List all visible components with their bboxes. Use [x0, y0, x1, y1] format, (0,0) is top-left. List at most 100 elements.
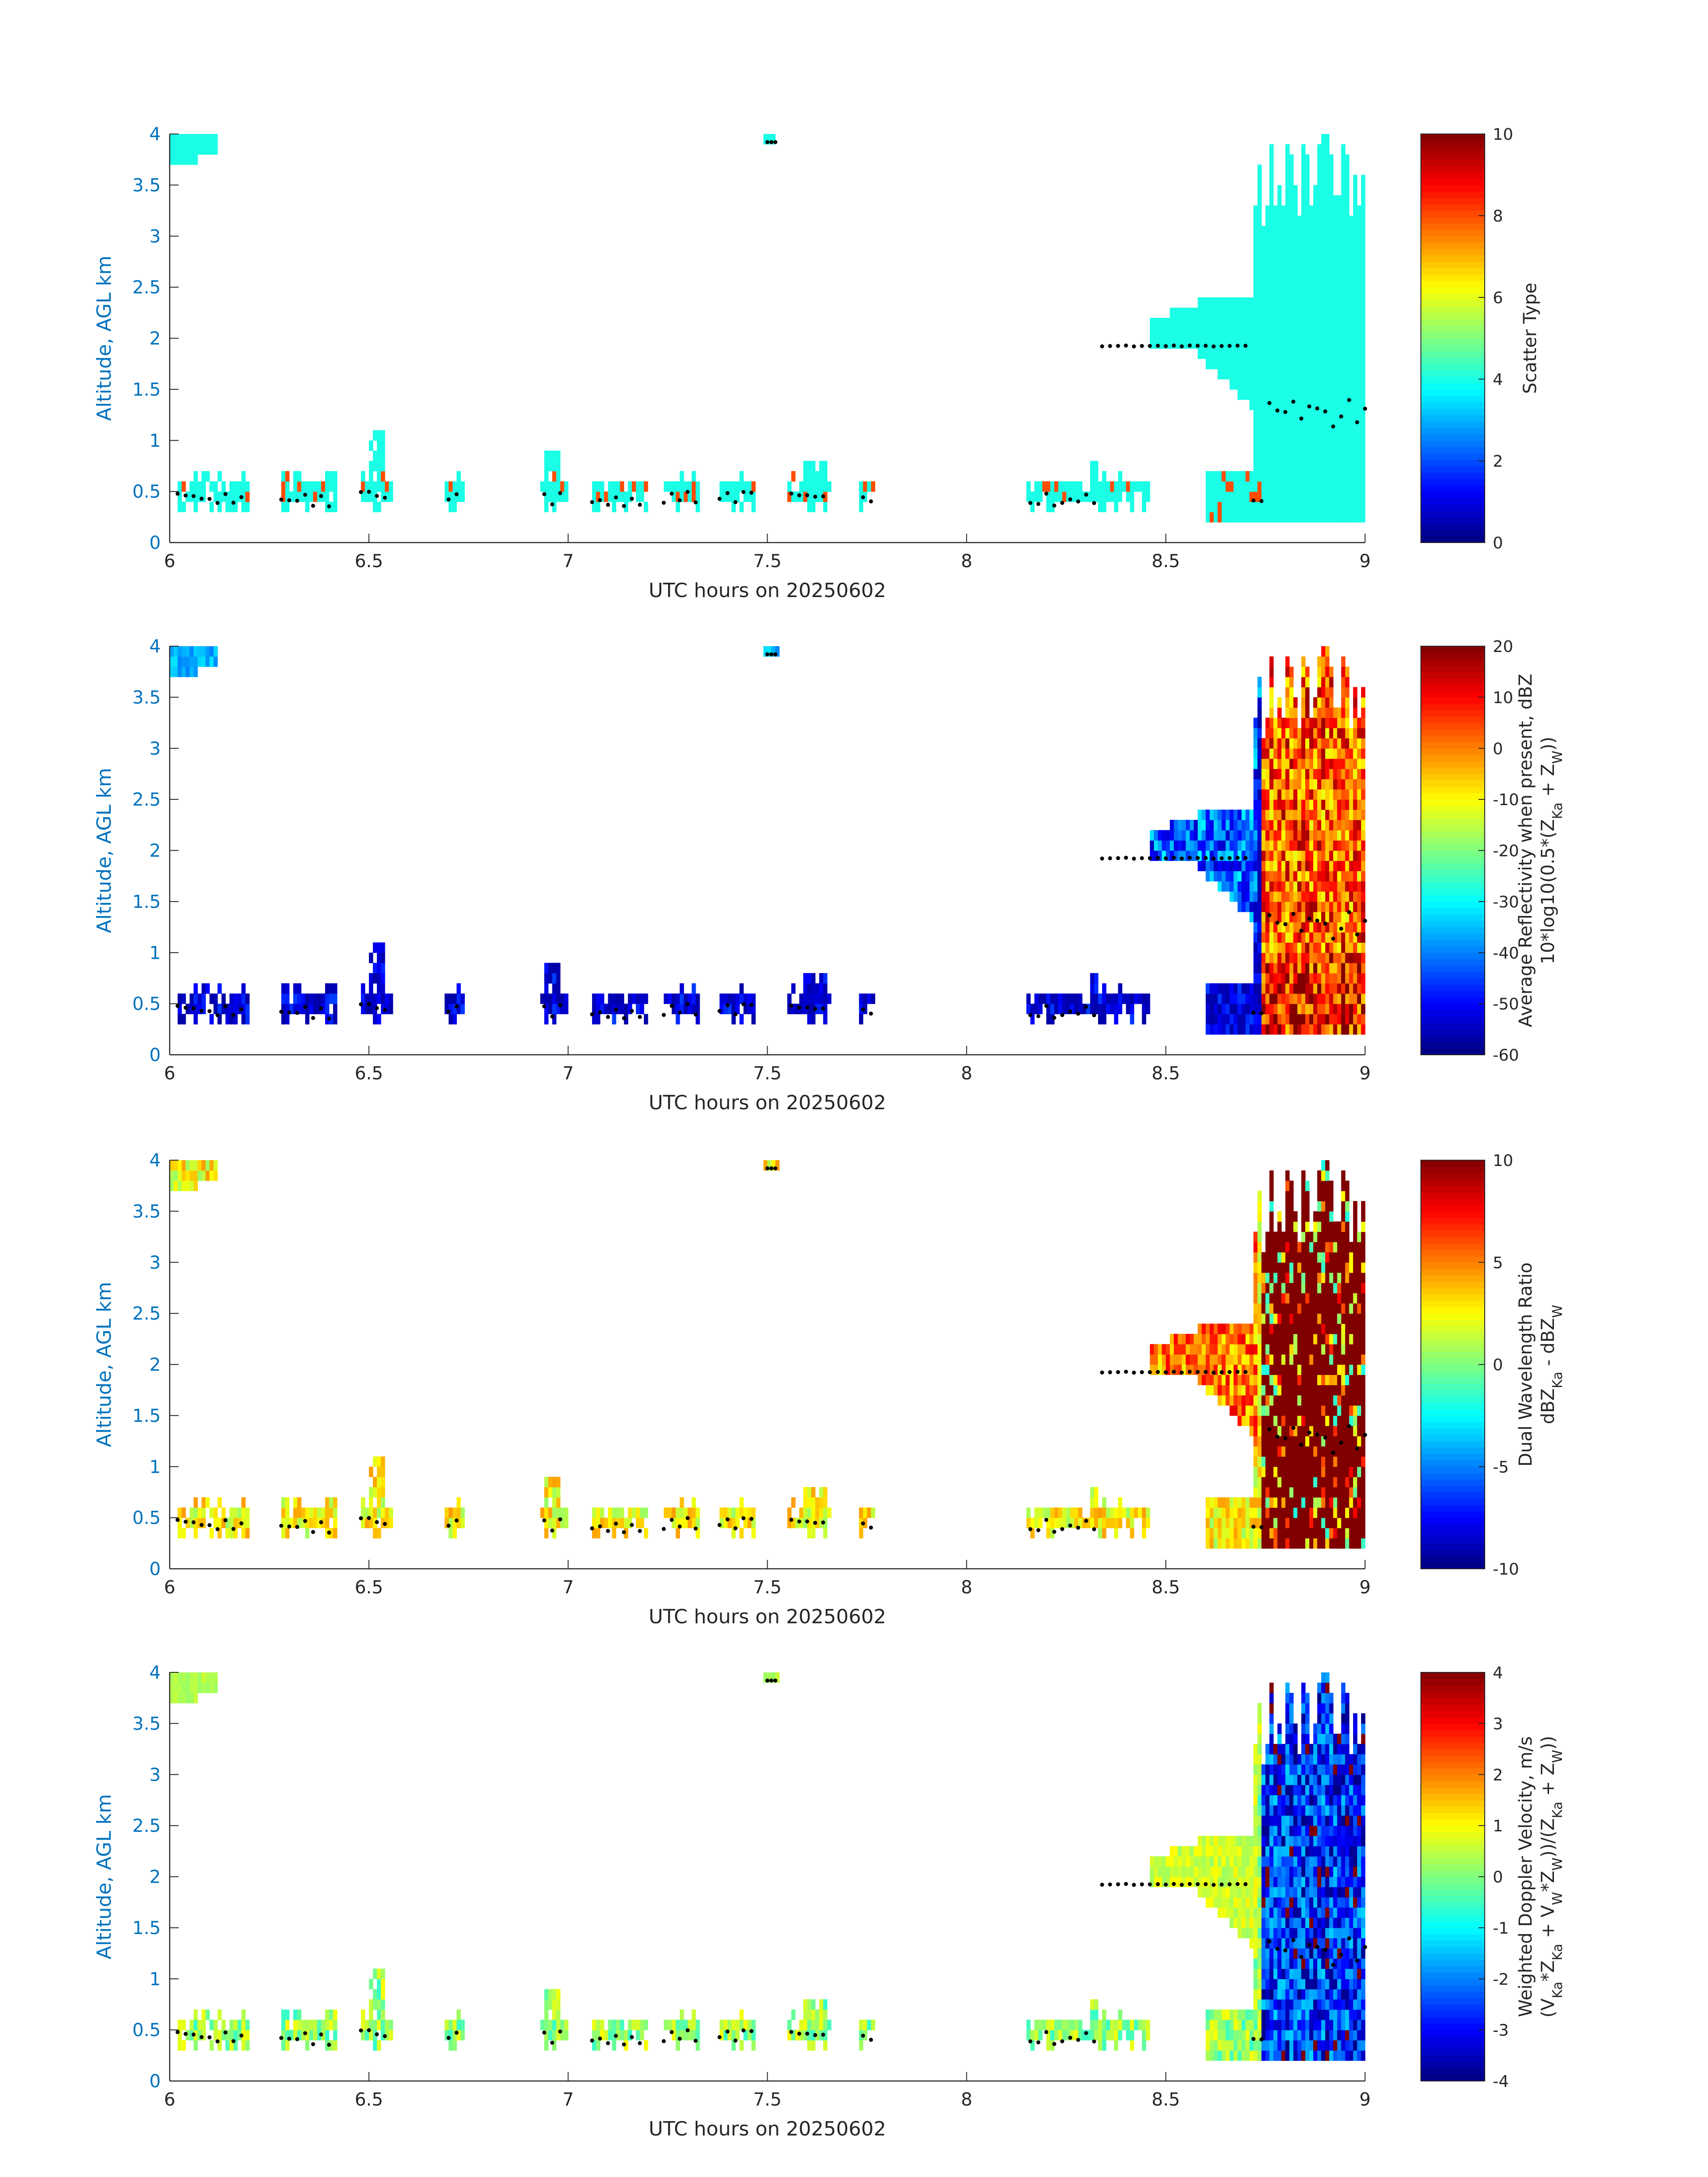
heatmap-cell: [1269, 1364, 1274, 1375]
heatmap-cell: [1337, 1375, 1341, 1385]
heatmap-cell: [1341, 338, 1345, 349]
heatmap-cell: [1313, 1262, 1318, 1273]
heatmap-cell: [1130, 501, 1134, 512]
heatmap-cell: [1245, 1385, 1250, 1396]
heatmap-cell: [1313, 216, 1318, 226]
heatmap-cell: [1357, 871, 1361, 882]
heatmap-cell: [1198, 1324, 1202, 1334]
heatmap-cell: [787, 1507, 792, 1518]
heatmap-cell: [1253, 748, 1258, 759]
heatmap-cell: [1309, 267, 1314, 277]
heatmap-cell: [452, 1517, 457, 1529]
colorbar-step: [1421, 965, 1485, 972]
heatmap-cell: [1305, 1405, 1310, 1416]
heatmap-cell: [1070, 1517, 1075, 1529]
heatmap-cell: [600, 1003, 605, 1015]
heatmap-cell: [1305, 399, 1310, 410]
heatmap-cell: [309, 491, 313, 502]
heatmap-cell: [452, 993, 457, 1004]
heatmap-cell: [1313, 718, 1318, 728]
heatmap-cell: [695, 1517, 700, 1529]
cloud-base-marker: [1180, 344, 1184, 349]
heatmap-cell: [1333, 205, 1338, 216]
heatmap-cell: [1357, 267, 1361, 277]
heatmap-cell: [1289, 871, 1294, 882]
heatmap-cell: [807, 1507, 812, 1518]
heatmap-cell: [1257, 830, 1262, 841]
heatmap-cell: [1269, 1395, 1274, 1406]
heatmap-cell: [1345, 369, 1349, 380]
heatmap-cell: [1281, 1446, 1286, 1457]
cloud-base-marker: [1028, 501, 1032, 505]
heatmap-cell: [369, 481, 373, 492]
heatmap-cell: [1273, 963, 1278, 974]
heatmap-cell: [245, 1014, 250, 1024]
heatmap-cell: [1309, 451, 1314, 461]
heatmap-cell: [1341, 1211, 1345, 1222]
heatmap-cell: [1265, 728, 1270, 739]
heatmap-cell: [1289, 861, 1294, 871]
heatmap-cell: [1341, 471, 1345, 482]
heatmap-cell: [1325, 205, 1330, 216]
heatmap-cell: [1333, 512, 1338, 522]
heatmap-cell: [863, 1003, 868, 1015]
heatmap-cell: [620, 1003, 624, 1015]
heatmap-cell: [1249, 481, 1254, 492]
heatmap-cell: [1313, 1354, 1318, 1365]
heatmap-cell: [1337, 399, 1341, 410]
heatmap-cell: [1261, 1272, 1266, 1283]
heatmap-cell: [1206, 1354, 1210, 1365]
heatmap-cell: [1281, 1385, 1286, 1396]
heatmap-cell: [229, 1528, 234, 1538]
heatmap-cell: [373, 973, 377, 984]
heatmap-cell: [1329, 1436, 1334, 1447]
heatmap-cell: [1273, 993, 1278, 1004]
heatmap-cell: [388, 481, 393, 492]
heatmap-cell: [1257, 1201, 1262, 1212]
heatmap-cell: [1325, 1293, 1330, 1304]
heatmap-cell: [1345, 297, 1349, 308]
heatmap-cell: [1309, 1293, 1314, 1304]
heatmap-cell: [1265, 1436, 1270, 1447]
heatmap-cell: [1325, 871, 1330, 882]
cloud-base-marker: [215, 1013, 220, 1017]
heatmap-cell: [1301, 993, 1306, 1004]
heatmap-cell: [1273, 471, 1278, 482]
heatmap-cell: [1317, 369, 1322, 380]
cloud-base-marker: [725, 491, 730, 495]
heatmap-cell: [221, 1507, 226, 1518]
heatmap-cell: [1341, 779, 1345, 790]
heatmap-cell: [1285, 226, 1290, 237]
cloud-base-marker: [279, 497, 284, 502]
cloud-base-marker: [215, 501, 220, 505]
heatmap-cell: [1345, 307, 1349, 318]
heatmap-cell: [823, 1014, 827, 1024]
heatmap-cell: [616, 1507, 620, 1518]
heatmap-cell: [1329, 973, 1334, 984]
heatmap-cell: [1321, 728, 1326, 739]
heatmap-cell: [321, 481, 326, 492]
colorbar-step: [1421, 863, 1485, 870]
heatmap-cell: [1305, 993, 1310, 1004]
heatmap-cell: [1309, 942, 1314, 953]
heatmap-cell: [1186, 840, 1190, 851]
heatmap-cell: [1261, 440, 1266, 451]
heatmap-cell: [1353, 205, 1357, 216]
heatmap-cell: [1277, 1507, 1282, 1518]
heatmap-cell: [1349, 840, 1353, 851]
heatmap-cell: [672, 993, 676, 1004]
heatmap-cell: [1313, 287, 1318, 298]
heatmap-cell: [1150, 1344, 1154, 1355]
heatmap-cell: [604, 1517, 609, 1529]
heatmap-cell: [1353, 769, 1357, 779]
heatmap-cell: [1317, 1477, 1322, 1488]
heatmap-cell: [1273, 1333, 1278, 1345]
heatmap-cell: [1309, 359, 1314, 369]
heatmap-cell: [233, 1507, 238, 1518]
heatmap-cell: [170, 646, 174, 657]
heatmap-cell: [1245, 318, 1250, 329]
heatmap-cell: [1269, 451, 1274, 461]
heatmap-cell: [1273, 1232, 1278, 1242]
heatmap-cell: [1293, 769, 1298, 779]
heatmap-cell: [1253, 236, 1258, 247]
